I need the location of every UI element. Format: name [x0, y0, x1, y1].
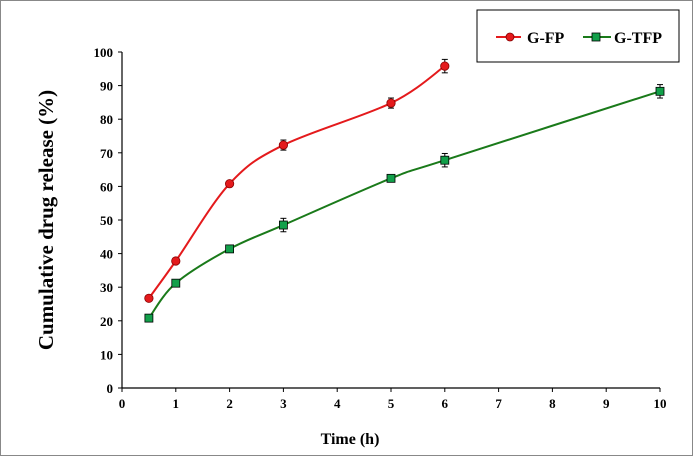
data-point-g-tfp	[225, 244, 235, 254]
data-point-g-tfp	[144, 313, 154, 323]
x-tick-label: 7	[495, 396, 502, 411]
plot-area	[144, 58, 665, 323]
x-tick-label: 5	[388, 396, 395, 411]
data-point-g-tfp	[440, 155, 450, 165]
y-tick-label: 90	[100, 79, 113, 94]
data-point-g-fp	[225, 179, 235, 189]
legend-label-g-fp: G-FP	[527, 30, 565, 47]
y-tick-label: 80	[100, 112, 113, 127]
x-tick-label: 0	[119, 396, 126, 411]
x-axis-label: Time (h)	[321, 431, 380, 448]
data-point-g-fp	[440, 61, 450, 71]
data-point-g-fp	[278, 140, 288, 150]
x-tick-label: 1	[173, 396, 180, 411]
series-line-g-tfp	[148, 90, 661, 319]
x-tick-label: 6	[442, 396, 449, 411]
data-point-g-tfp	[386, 173, 396, 183]
data-point-g-fp	[171, 256, 181, 266]
y-tick-label: 50	[100, 213, 113, 228]
x-tick-label: 8	[549, 396, 556, 411]
x-tick-label: 3	[280, 396, 287, 411]
y-tick-label: 20	[100, 314, 113, 329]
y-tick-label: 40	[100, 247, 113, 262]
x-tick-label: 10	[654, 396, 667, 411]
x-tick-label: 4	[334, 396, 341, 411]
legend-marker-g-fp	[505, 32, 515, 42]
x-tick-label: 9	[603, 396, 610, 411]
y-tick-label: 10	[100, 347, 113, 362]
y-tick-label: 70	[100, 146, 113, 161]
y-tick-label: 60	[100, 179, 113, 194]
data-point-g-tfp	[278, 220, 288, 230]
data-point-g-fp	[144, 293, 154, 303]
data-point-g-fp	[386, 98, 396, 108]
y-axis-label: Cumulative drug release (%)	[34, 90, 58, 350]
series-line-g-fp	[148, 65, 446, 299]
y-tick-label: 30	[100, 280, 113, 295]
data-point-g-tfp	[171, 278, 181, 288]
data-point-g-tfp	[655, 86, 665, 96]
legend-marker-g-tfp	[591, 32, 601, 42]
legend-label-g-tfp: G-TFP	[614, 30, 662, 47]
legend: G-FP G-TFP	[476, 9, 680, 63]
y-tick-label: 100	[94, 45, 114, 60]
x-tick-label: 2	[226, 396, 233, 411]
y-tick-label: 0	[107, 381, 114, 396]
